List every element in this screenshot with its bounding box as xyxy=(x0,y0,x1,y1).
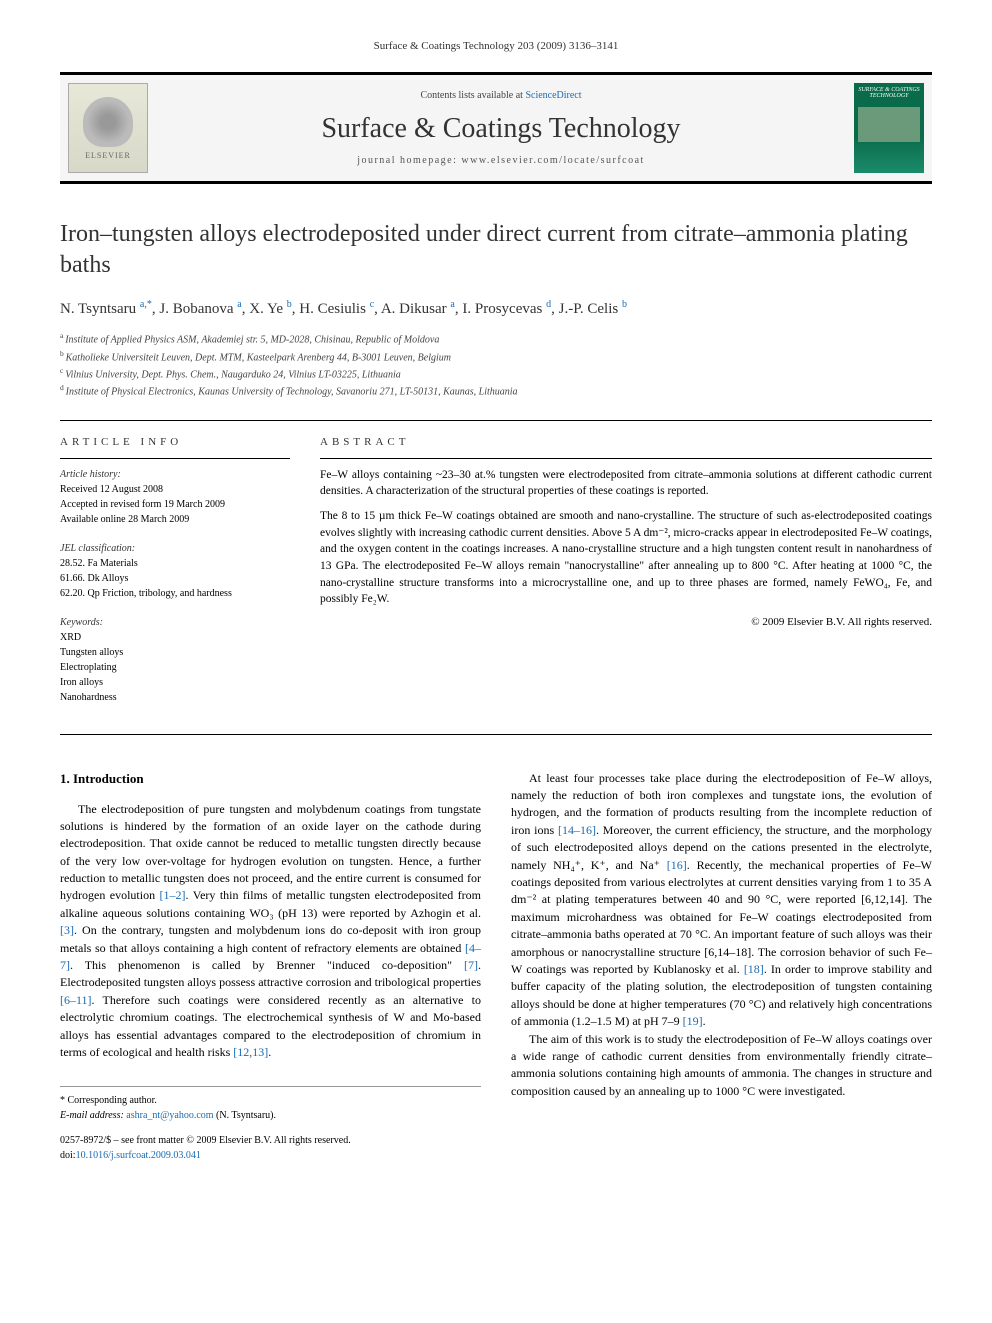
contents-prefix: Contents lists available at xyxy=(420,90,525,101)
abstract-column: ABSTRACT Fe–W alloys containing ~23–30 a… xyxy=(320,436,932,719)
affiliation-line: a Institute of Applied Physics ASM, Akad… xyxy=(60,330,932,347)
author-affiliation-marker: a,* xyxy=(140,299,152,310)
authors-line: N. Tsyntsaru a,*, J. Bobanova a, X. Ye b… xyxy=(60,299,932,318)
cover-title: SURFACE & COATINGS TECHNOLOGY xyxy=(854,83,924,103)
author-affiliation-marker: a xyxy=(237,299,241,310)
keyword: XRD xyxy=(60,630,290,645)
reference-link[interactable]: [14–16] xyxy=(558,823,596,837)
section-number: 1. xyxy=(60,771,70,786)
email-name: (N. Tsyntsaru). xyxy=(214,1110,276,1121)
section-title: Introduction xyxy=(73,771,144,786)
reference-link[interactable]: [19] xyxy=(683,1014,703,1028)
divider-lower xyxy=(60,734,932,735)
reference-link[interactable]: [4–7] xyxy=(60,941,481,972)
affiliation-line: c Vilnius University, Dept. Phys. Chem.,… xyxy=(60,365,932,382)
abstract-heading: ABSTRACT xyxy=(320,436,932,448)
article-title: Iron–tungsten alloys electrodeposited un… xyxy=(60,219,932,281)
jel-line: 61.66. Dk Alloys xyxy=(60,571,290,586)
keyword: Tungsten alloys xyxy=(60,645,290,660)
elsevier-label: ELSEVIER xyxy=(85,151,131,160)
body-right-column: At least four processes take place durin… xyxy=(511,770,932,1164)
history-line: Received 12 August 2008 xyxy=(60,482,290,497)
affiliation-link[interactable]: b xyxy=(622,299,627,310)
elsevier-tree-icon xyxy=(83,97,133,147)
author: A. Dikusar a xyxy=(381,301,455,317)
affiliations: a Institute of Applied Physics ASM, Akad… xyxy=(60,330,932,399)
abstract-paragraph: The 8 to 15 µm thick Fe–W coatings obtai… xyxy=(320,508,932,608)
abstract-divider xyxy=(320,458,932,459)
history-label: Article history: xyxy=(60,467,290,482)
body-paragraph: At least four processes take place durin… xyxy=(511,770,932,1031)
reference-link[interactable]: [7] xyxy=(464,958,478,972)
author-affiliation-marker: d xyxy=(546,299,551,310)
corresponding-marker[interactable]: ,* xyxy=(144,299,152,310)
homepage-url: www.elsevier.com/locate/surfcoat xyxy=(461,155,644,166)
reference-link[interactable]: [1–2] xyxy=(160,888,186,902)
doi-link[interactable]: 10.1016/j.surfcoat.2009.03.041 xyxy=(76,1150,201,1161)
info-divider xyxy=(60,458,290,459)
keywords-block: Keywords: XRDTungsten alloysElectroplati… xyxy=(60,615,290,705)
author: H. Cesiulis c xyxy=(299,301,374,317)
author: I. Prosycevas d xyxy=(462,301,551,317)
jel-line: 62.20. Qp Friction, tribology, and hardn… xyxy=(60,586,290,601)
affiliation-link[interactable]: a xyxy=(237,299,241,310)
affiliation-line: b Katholieke Universiteit Leuven, Dept. … xyxy=(60,348,932,365)
article-info-column: ARTICLE INFO Article history: Received 1… xyxy=(60,436,290,719)
body-paragraph: The electrodeposition of pure tungsten a… xyxy=(60,801,481,1062)
cover-image-placeholder xyxy=(858,107,920,142)
abstract-copyright: © 2009 Elsevier B.V. All rights reserved… xyxy=(320,616,932,628)
keyword: Electroplating xyxy=(60,660,290,675)
reference-link[interactable]: [12,13] xyxy=(233,1045,268,1059)
author: X. Ye b xyxy=(249,301,292,317)
affiliation-link[interactable]: b xyxy=(287,299,292,310)
jel-classification-block: JEL classification: 28.52. Fa Materials6… xyxy=(60,541,290,601)
keyword: Nanohardness xyxy=(60,690,290,705)
elsevier-logo: ELSEVIER xyxy=(68,83,148,173)
reference-link[interactable]: [3] xyxy=(60,923,74,937)
section-heading: 1. Introduction xyxy=(60,770,481,789)
sciencedirect-link[interactable]: ScienceDirect xyxy=(525,90,581,101)
keywords-label: Keywords: xyxy=(60,615,290,630)
homepage-prefix: journal homepage: xyxy=(357,155,461,166)
reference-link[interactable]: [18] xyxy=(744,962,764,976)
author: J.-P. Celis b xyxy=(559,301,627,317)
footer-block: * Corresponding author. E-mail address: … xyxy=(60,1086,481,1163)
jel-label: JEL classification: xyxy=(60,541,290,556)
affiliation-link[interactable]: c xyxy=(370,299,374,310)
abstract-text: Fe–W alloys containing ~23–30 at.% tungs… xyxy=(320,467,932,608)
keyword: Iron alloys xyxy=(60,675,290,690)
issn-line: 0257-8972/$ – see front matter © 2009 El… xyxy=(60,1133,481,1148)
article-info-heading: ARTICLE INFO xyxy=(60,436,290,448)
article-history-block: Article history: Received 12 August 2008… xyxy=(60,467,290,527)
doi-label: doi: xyxy=(60,1150,76,1161)
email-label: E-mail address: xyxy=(60,1110,126,1121)
affiliation-line: d Institute of Physical Electronics, Kau… xyxy=(60,382,932,399)
author-affiliation-marker: b xyxy=(287,299,292,310)
jel-line: 28.52. Fa Materials xyxy=(60,556,290,571)
reference-link[interactable]: [16] xyxy=(667,858,687,872)
running-head: Surface & Coatings Technology 203 (2009)… xyxy=(60,40,932,52)
abstract-paragraph: Fe–W alloys containing ~23–30 at.% tungs… xyxy=(320,467,932,500)
divider xyxy=(60,420,932,421)
email-link[interactable]: ashra_nt@yahoo.com xyxy=(126,1110,213,1121)
journal-banner: ELSEVIER Contents lists available at Sci… xyxy=(60,72,932,184)
history-line: Accepted in revised form 19 March 2009 xyxy=(60,497,290,512)
contents-line: Contents lists available at ScienceDirec… xyxy=(156,90,846,101)
author: N. Tsyntsaru a,* xyxy=(60,301,152,317)
author-affiliation-marker: c xyxy=(370,299,374,310)
corresponding-label: * Corresponding author. xyxy=(60,1093,481,1108)
journal-name: Surface & Coatings Technology xyxy=(156,113,846,145)
homepage-line: journal homepage: www.elsevier.com/locat… xyxy=(156,155,846,166)
history-line: Available online 28 March 2009 xyxy=(60,512,290,527)
body-left-column: 1. Introduction The electrodeposition of… xyxy=(60,770,481,1164)
body-paragraph: The aim of this work is to study the ele… xyxy=(511,1031,932,1101)
affiliation-link[interactable]: d xyxy=(546,299,551,310)
reference-link[interactable]: [6–11] xyxy=(60,993,92,1007)
author: J. Bobanova a xyxy=(159,301,241,317)
author-affiliation-marker: a xyxy=(450,299,454,310)
journal-cover-thumbnail: SURFACE & COATINGS TECHNOLOGY xyxy=(854,83,924,173)
banner-center: Contents lists available at ScienceDirec… xyxy=(156,82,846,174)
author-affiliation-marker: b xyxy=(622,299,627,310)
affiliation-link[interactable]: a xyxy=(450,299,454,310)
